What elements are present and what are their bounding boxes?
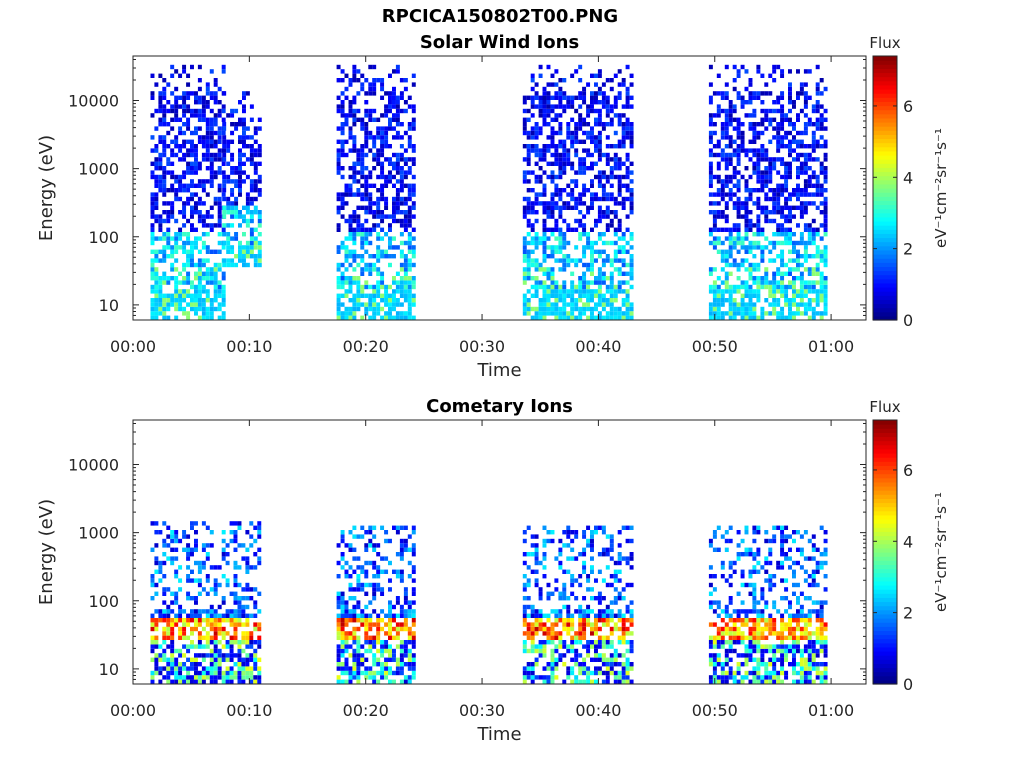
solar-wind-ytick-label: 10 (99, 296, 119, 315)
cometary-xtick-label: 00:40 (575, 701, 621, 720)
cometary-axes-frame (132, 419, 867, 685)
cometary-ytick-label: 1000 (78, 524, 119, 543)
solar-wind-colorbar (873, 56, 897, 321)
cometary-colorbar-tick-label: 6 (903, 461, 913, 480)
solar-wind-xlabel: Time (476, 360, 521, 381)
cometary-colorbar (873, 420, 897, 685)
cometary-colorbar-frame (872, 419, 898, 685)
cometary-xtick-label: 00:00 (110, 701, 156, 720)
cometary-xtick-label: 00:30 (459, 701, 505, 720)
solar-wind-axes-frame (132, 55, 867, 321)
solar-wind-burst-3 (336, 64, 416, 320)
cometary-ylabel: Energy (eV) (36, 499, 57, 605)
solar-wind-ytick-label: 1000 (78, 160, 119, 179)
solar-wind-colorbar-tick-label: 4 (903, 168, 913, 187)
solar-wind-panel-title: Solar Wind Ions (420, 32, 579, 53)
solar-wind-xtick-label: 01:00 (808, 337, 854, 356)
solar-wind-xtick-label: 00:50 (692, 337, 738, 356)
cometary-ytick-label: 100 (88, 592, 119, 611)
cometary-xtick-label: 00:50 (692, 701, 738, 720)
solar-wind-xtick-label: 00:10 (226, 337, 272, 356)
cometary-burst-3 (522, 525, 634, 684)
solar-wind-colorbar-tick-label: 6 (903, 97, 913, 116)
cometary-burst-4 (708, 525, 828, 684)
cometary-burst-2 (336, 525, 416, 684)
cometary-heatmap-cells (150, 521, 828, 684)
cometary-ytick-label: 10 (99, 660, 119, 679)
solar-wind-xtick-label: 00:00 (110, 337, 156, 356)
figure-title: RPCICA150802T00.PNG (381, 6, 619, 27)
solar-wind-heatmap-cells (150, 64, 828, 320)
cometary-ytick-label: 10000 (68, 456, 119, 475)
solar-wind-burst-5 (708, 64, 828, 320)
solar-wind-xtick-label: 00:30 (459, 337, 505, 356)
cometary-colorbar-tick-label: 2 (903, 604, 913, 623)
solar-wind-colorbar-frame (872, 55, 898, 321)
cometary-colorbar-tick-label: 4 (903, 532, 913, 551)
solar-wind-ytick-label: 10000 (68, 92, 119, 111)
solar-wind-burst-4 (522, 64, 634, 320)
solar-wind-colorbar-tick-label: 2 (903, 240, 913, 259)
solar-wind-colorbar-title: Flux (869, 34, 900, 52)
solar-wind-burst-1 (150, 64, 226, 320)
solar-wind-xtick-label: 00:40 (575, 337, 621, 356)
solar-wind-ylabel: Energy (eV) (36, 135, 57, 241)
cometary-xtick-label: 01:00 (808, 701, 854, 720)
cometary-colorbar-title: Flux (869, 398, 900, 416)
solar-wind-ytick-label: 100 (88, 228, 119, 247)
solar-wind-xtick-label: 00:20 (343, 337, 389, 356)
cometary-xtick-label: 00:10 (226, 701, 272, 720)
solar-wind-colorbar-units: eV⁻¹cm⁻²sr⁻¹s⁻¹ (932, 128, 950, 248)
cometary-xlabel: Time (476, 724, 521, 745)
solar-wind-ions-panel: Solar Wind Ions 00:00 00:10 00:20 00:30 00:40… (36, 32, 950, 381)
cometary-panel-title: Cometary Ions (426, 396, 573, 417)
cometary-xtick-label: 00:20 (343, 701, 389, 720)
cometary-colorbar-units: eV⁻¹cm⁻²sr⁻¹s⁻¹ (932, 492, 950, 612)
solar-wind-colorbar-tick-label: 0 (903, 311, 913, 330)
solar-wind-burst-2 (222, 91, 262, 268)
cometary-burst-1 (150, 521, 262, 684)
cometary-colorbar-tick-label: 0 (903, 675, 913, 694)
